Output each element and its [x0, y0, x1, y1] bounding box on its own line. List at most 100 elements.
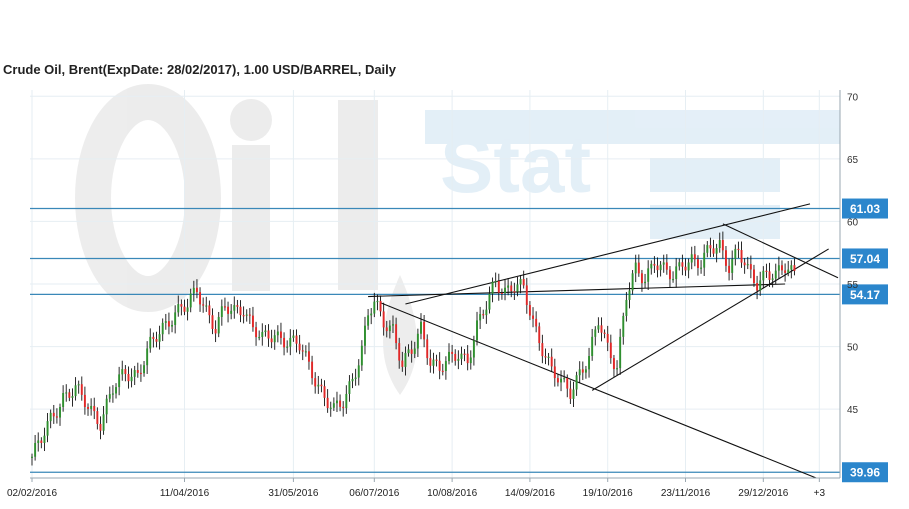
candle-body-up [469, 357, 472, 364]
candle-body-down [749, 264, 752, 270]
candle-body-up [289, 337, 292, 347]
candle-body-down [68, 392, 71, 398]
candle-body-up [357, 365, 360, 378]
candle-body-down [528, 305, 531, 316]
candle-body-up [43, 435, 46, 443]
candle-body-up [516, 284, 519, 292]
candle-body-up [628, 290, 631, 300]
candle-body-down [538, 326, 541, 344]
candle-body-down [781, 265, 783, 271]
candle-body-up [171, 324, 174, 327]
candle-body-up [472, 340, 475, 358]
candle-body-down [768, 271, 771, 280]
x-tick-label: 06/07/2016 [349, 488, 399, 499]
candle-body-up [317, 384, 320, 387]
candle-body-up [62, 393, 65, 408]
candle-body-down [398, 343, 401, 361]
watermark-stat-bar-3 [650, 205, 780, 239]
candle-body-down [314, 378, 317, 387]
candle-body-up [71, 396, 74, 398]
candle-body-down [581, 369, 584, 373]
candle-body-down [236, 305, 239, 307]
candle-body-up [336, 400, 338, 404]
candle-body-up [220, 306, 223, 317]
candle-body-up [329, 407, 332, 409]
candle-body-up [392, 324, 394, 326]
candle-body-down [681, 262, 684, 267]
candle-body-up [578, 369, 581, 376]
chart-title: Crude Oil, Brent(ExpDate: 28/02/2017), 1… [3, 62, 397, 77]
candle-body-up [233, 305, 236, 311]
candle-body-up [690, 254, 693, 263]
candle-body-up [420, 321, 422, 334]
candle-body-down [139, 372, 142, 375]
candle-body-up [230, 310, 233, 314]
candle-body-up [37, 440, 40, 443]
candle-body-down [765, 270, 768, 272]
candle-body-down [712, 248, 715, 254]
candle-body-up [351, 378, 354, 382]
candle-body-up [345, 393, 348, 409]
candle-body-down [152, 336, 155, 340]
candle-body-up [174, 312, 177, 325]
level-label: 39.96 [850, 466, 880, 480]
candle-body-down [155, 339, 158, 342]
candle-body-up [416, 333, 419, 349]
level-label: 61.03 [850, 202, 880, 216]
candle-body-down [435, 359, 438, 361]
level-label-box [842, 198, 888, 219]
candle-body-down [127, 373, 130, 382]
candle-body-down [80, 384, 83, 395]
candle-body-up [703, 252, 706, 268]
candle-body-down [693, 254, 696, 260]
candle-body-down [214, 328, 217, 334]
watermark-drop [383, 275, 417, 395]
candle-body-down [379, 300, 382, 312]
candle-body-down [784, 270, 787, 273]
grid [30, 90, 840, 478]
candle-body-up [734, 248, 737, 259]
candle-body-down [323, 386, 326, 398]
candle-body-up [286, 346, 289, 348]
candle-body-up [245, 314, 248, 316]
candle-body-down [99, 423, 102, 431]
level-label-box [842, 248, 888, 269]
candle-body-down [195, 287, 198, 293]
candle-body-down [211, 315, 214, 329]
candle-body-up [759, 280, 762, 291]
candle-body-down [301, 350, 304, 352]
candle-body-up [631, 273, 634, 291]
candle-body-up [504, 287, 506, 294]
candle-body-up [494, 281, 497, 283]
x-tick-label: 02/02/2016 [7, 488, 57, 499]
candle-body-up [59, 407, 61, 418]
candle-body-up [90, 405, 93, 409]
candle-body-up [731, 258, 734, 273]
candle-body-up [790, 265, 793, 270]
candle-body-down [721, 240, 724, 251]
candle-body-down [522, 279, 525, 286]
candle-body-up [644, 281, 647, 284]
candle-body-down [556, 378, 559, 383]
candle-body-down [569, 388, 572, 399]
axes: 45 50 55 60 65 70 02/02/2016 11/04/2016 31/05/20… [7, 90, 859, 499]
candle-body-up [65, 392, 68, 394]
trendline [405, 203, 811, 305]
candle-body-down [737, 248, 740, 251]
candle-body-up [634, 262, 637, 274]
level-label-box [842, 284, 888, 305]
candle-body-down [510, 285, 513, 292]
candle-body-up [143, 365, 146, 374]
candle-body-up [121, 369, 124, 375]
candle-body-down [320, 384, 323, 387]
candle-body-up [158, 334, 161, 342]
trendline [368, 283, 786, 298]
candle-body-up [367, 315, 370, 326]
candle-body-up [192, 287, 195, 294]
candle-body-up [588, 356, 591, 370]
candle-body-down [426, 339, 429, 359]
candle-body-up [273, 335, 276, 343]
x-tick-label: 14/09/2016 [505, 488, 555, 499]
candle-body-down [180, 304, 183, 307]
